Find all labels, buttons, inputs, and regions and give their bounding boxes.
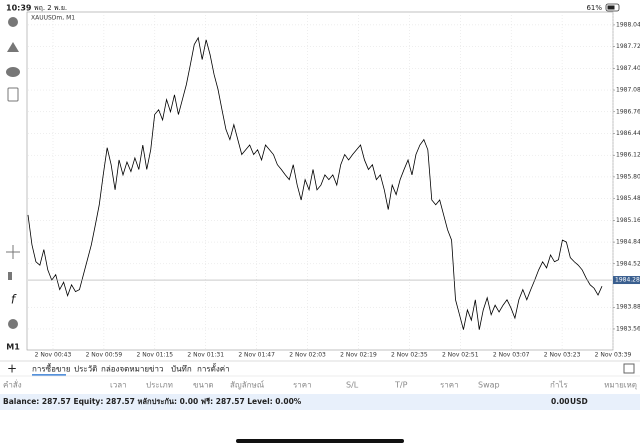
tab[interactable]: การตั้งค่า	[197, 363, 230, 374]
x-tick-label: 2 Nov 01:31	[187, 352, 224, 359]
column-header: S/L	[346, 381, 359, 390]
summary-text: Balance: 287.57 Equity: 287.57 หลักประกั…	[3, 397, 302, 406]
x-tick-label: 2 Nov 02:51	[442, 352, 479, 359]
crosshair-icon[interactable]	[6, 245, 20, 259]
y-tick-label: 1987.400	[616, 65, 640, 72]
column-header: คำสั่ง	[3, 379, 22, 390]
chart-frame	[26, 11, 614, 351]
y-tick-label: 1985.480	[616, 195, 640, 202]
current-price-tag	[613, 276, 640, 285]
y-tick-label: 1986.440	[616, 130, 640, 137]
column-header: ราคา	[293, 381, 312, 390]
column-header: กำไร	[550, 381, 568, 390]
y-tick-label: 1988.040	[616, 21, 640, 28]
battery-level	[607, 5, 615, 10]
objects-icon[interactable]	[8, 319, 18, 329]
column-header: Swap	[478, 381, 500, 390]
y-tick-label: 1985.160	[616, 217, 640, 224]
x-tick-label: 2 Nov 03:07	[493, 352, 530, 359]
chat-icon[interactable]	[6, 67, 20, 77]
x-tick-label: 2 Nov 02:19	[340, 352, 377, 359]
tab[interactable]: ประวัติ	[74, 365, 97, 374]
tab[interactable]: บันทึก	[171, 365, 192, 374]
price-line	[27, 36, 603, 330]
layout-icon[interactable]	[623, 363, 635, 374]
y-tick-label: 1986.120	[616, 152, 640, 159]
column-header: ราคา	[440, 381, 459, 390]
column-header: สัญลักษณ์	[230, 380, 265, 390]
battery-icon	[605, 3, 620, 12]
function-icon[interactable]: f	[11, 293, 17, 307]
tab[interactable]: ข่าว	[149, 365, 163, 374]
add-button[interactable]: +	[7, 362, 17, 376]
x-tick-label: 2 Nov 03:39	[595, 352, 632, 359]
x-tick-label: 2 Nov 03:23	[544, 352, 581, 359]
x-tick-label: 2 Nov 01:15	[136, 352, 173, 359]
account-icon[interactable]	[8, 17, 18, 27]
y-tick-label: 1984.840	[616, 239, 640, 246]
home-indicator	[236, 439, 404, 443]
status-time: 10:39	[6, 4, 32, 13]
summary-currency: USD	[570, 397, 588, 406]
column-header: เวลา	[110, 381, 127, 390]
current-price-label: 1984.281	[615, 277, 640, 284]
x-tick-label: 2 Nov 01:47	[238, 352, 275, 359]
y-tick-label: 1983.560	[616, 325, 640, 332]
x-tick-label: 2 Nov 02:03	[289, 352, 326, 359]
trade-icon[interactable]	[7, 42, 19, 52]
column-header: ประเภท	[146, 381, 173, 390]
summary-row	[0, 394, 640, 410]
y-tick-label: 1987.720	[616, 43, 640, 50]
column-header: T/P	[394, 381, 408, 390]
summary-profit: 0.00	[551, 397, 570, 406]
x-tick-label: 2 Nov 00:43	[35, 352, 72, 359]
y-tick-label: 1984.520	[616, 260, 640, 267]
column-header: หมายเหตุ	[604, 381, 637, 390]
indicators-icon[interactable]	[8, 272, 12, 280]
x-tick-label: 2 Nov 00:59	[86, 352, 123, 359]
y-tick-label: 1986.760	[616, 108, 640, 115]
x-tick-label: 2 Nov 02:35	[391, 352, 428, 359]
column-header: ขนาด	[193, 381, 214, 390]
tab[interactable]: กล่องจดหมาย	[101, 365, 149, 374]
y-tick-label: 1987.080	[616, 87, 640, 94]
new-order-icon[interactable]	[7, 87, 19, 102]
timeframe-button[interactable]: M1	[6, 343, 20, 352]
status-battery: 61%	[586, 4, 602, 12]
y-tick-label: 1985.800	[616, 173, 640, 180]
sidebar: f M1	[6, 17, 20, 352]
y-tick-label: 1983.880	[616, 304, 640, 311]
tab[interactable]: การซื้อขาย	[32, 363, 71, 374]
status-date: พฤ. 2 พ.ย.	[34, 4, 67, 12]
